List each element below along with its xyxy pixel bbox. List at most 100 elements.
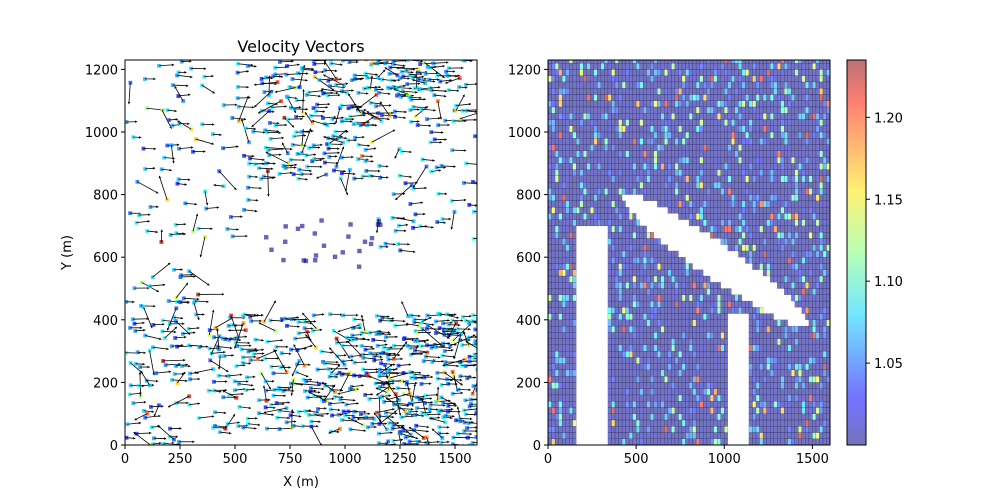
heatmap-cell (660, 413, 665, 421)
quiver-arrowhead (225, 380, 228, 383)
heatmap-cell (692, 100, 697, 108)
quiver-arrowhead (409, 87, 412, 90)
heatmap-cell (572, 307, 577, 314)
quiver-arrowhead (182, 232, 185, 235)
heatmap-cell (674, 75, 679, 83)
heatmap-cell (586, 81, 591, 89)
heatmap-cell (548, 131, 552, 139)
heatmap-cell (636, 394, 640, 402)
heatmap-cell (625, 75, 630, 83)
heatmap-cell (572, 426, 577, 433)
quiver-point (358, 110, 363, 115)
heatmap-cell (593, 144, 598, 151)
heatmap-cell (548, 113, 552, 120)
heatmap-cell (628, 213, 633, 220)
quiver-arrowhead (430, 375, 433, 379)
heatmap-cell (565, 300, 570, 308)
heatmap-cell (558, 194, 563, 202)
heatmap-cell (685, 369, 690, 377)
heatmap-cell (551, 263, 556, 270)
heatmap-cell (643, 432, 647, 439)
heatmap-cell (681, 144, 686, 151)
heatmap-cell (583, 200, 587, 208)
heatmap-cell (625, 307, 630, 314)
heatmap-cell (551, 194, 556, 202)
heatmap-cell (628, 144, 633, 151)
heatmap-cell (579, 213, 584, 220)
heatmap-cell (671, 388, 676, 396)
heatmap-cell (565, 206, 570, 214)
heatmap-cell (653, 100, 658, 108)
heatmap-cell (646, 188, 651, 195)
heatmap-cell (681, 357, 686, 364)
heatmap-cell (678, 363, 683, 371)
heatmap-cell (611, 288, 616, 295)
heatmap-cell (614, 388, 619, 396)
heatmap-cell (632, 225, 637, 233)
heatmap-cell (650, 344, 654, 352)
heatmap-cell (653, 344, 658, 352)
heatmap-cell (576, 194, 580, 202)
heatmap-cell (600, 200, 605, 208)
heatmap-cell (611, 244, 616, 252)
quiver-point (341, 140, 345, 145)
heatmap-cell (650, 125, 654, 133)
quiver-arrow (336, 338, 351, 359)
heatmap-cell (621, 94, 626, 101)
quiver-arrow (311, 120, 328, 126)
heatmap-cell (695, 332, 700, 339)
quiver-arrowhead (482, 342, 484, 345)
heatmap-cell (625, 432, 630, 439)
quiver-arrowhead (163, 437, 167, 440)
heatmap-cell (558, 413, 563, 421)
heatmap-cell (554, 150, 559, 158)
quiver-arrowhead (205, 345, 209, 348)
heatmap-cell (632, 376, 637, 383)
heatmap-cell (664, 181, 669, 189)
heatmap-cell (607, 307, 612, 314)
heatmap-cell (607, 244, 612, 252)
quiver-arrowhead (280, 75, 284, 78)
quiver-arrow (340, 398, 356, 401)
quiver-arrow (448, 322, 457, 339)
heatmap-cell (664, 394, 669, 402)
heatmap-cell (667, 206, 672, 214)
heatmap-cell (618, 357, 623, 364)
heatmap-cell (569, 81, 573, 89)
quiver-arrowhead (291, 124, 295, 128)
heatmap-cell (650, 106, 654, 114)
heatmap-cell (653, 69, 658, 76)
quiver-arrowhead (424, 441, 427, 444)
heatmap-cell (660, 100, 665, 108)
heatmap-cell (614, 119, 619, 126)
heatmap-cell (625, 169, 630, 176)
heatmap-cell (558, 401, 563, 408)
heatmap-cell (569, 419, 573, 427)
heatmap-cell (628, 369, 633, 377)
quiver-arrowhead (363, 410, 367, 414)
heatmap-cell (664, 432, 669, 439)
heatmap-cell (607, 257, 612, 264)
quiver-arrowhead (379, 330, 382, 333)
heatmap-cell (636, 69, 640, 76)
heatmap-cell (657, 150, 661, 158)
heatmap-cell (548, 357, 552, 364)
quiver-arrowhead (438, 169, 441, 172)
quiver-arrowhead (436, 386, 440, 390)
quiver-arrow (310, 426, 322, 445)
quiver-arrowhead (322, 110, 325, 113)
quiver-arrowhead (273, 406, 276, 410)
quiver-arrow (174, 85, 184, 102)
heatmap-cell (657, 376, 661, 383)
quiver-point (421, 435, 426, 440)
quiver-arrowhead (158, 175, 162, 179)
heatmap-cell (664, 106, 669, 114)
heatmap-cell (614, 125, 619, 133)
heatmap-cell (572, 388, 577, 396)
heatmap-cell (628, 169, 633, 176)
heatmap-cell (565, 432, 570, 439)
heatmap-cell (607, 250, 612, 258)
heatmap-cell (685, 357, 690, 364)
heatmap-cell (639, 438, 644, 445)
quiver-arrow (472, 181, 477, 183)
